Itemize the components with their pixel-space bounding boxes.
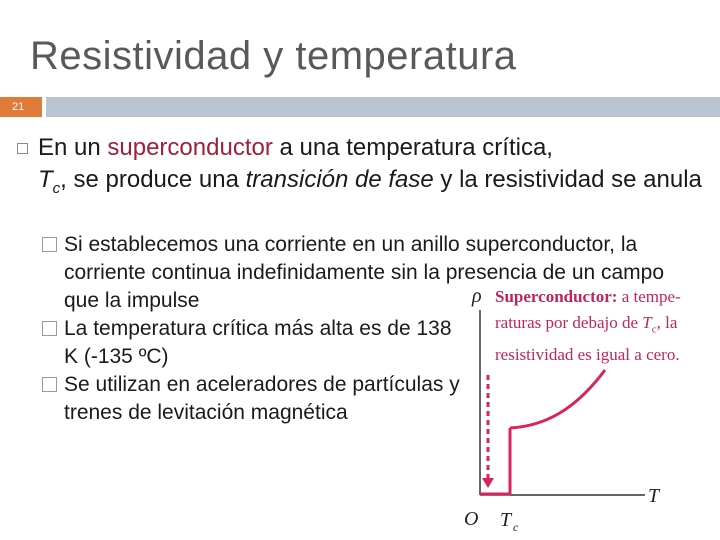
superconductor-figure: O T c T ρ Superconductor: a tempe- ratur… — [450, 280, 720, 540]
sub-bullet-marker-icon — [42, 237, 57, 252]
caption-t: T — [642, 313, 652, 332]
sub-bullet: Si establecemos una corriente en un anil… — [42, 231, 692, 315]
slide-number-bar: 21 — [0, 97, 720, 117]
caption-part1: a tempe- raturas por debajo de — [495, 287, 681, 332]
caption-bold: Superconductor: — [495, 287, 618, 306]
phase-transition-term: transición de fase — [245, 166, 434, 193]
main-text-part2: a una temperatura crítica, — [272, 134, 553, 161]
sub-bullet-marker-icon — [42, 321, 57, 336]
accent-strip — [46, 97, 720, 117]
slide-number: 21 — [0, 97, 42, 117]
sub-bullet: La temperatura crítica más alta es de 13… — [42, 315, 464, 371]
y-axis-label: ρ — [471, 285, 482, 307]
sub-bullet-marker-icon — [42, 377, 57, 392]
caption-sub: c — [651, 323, 657, 336]
main-text-part3: , se produce una — [60, 166, 246, 193]
tc-subscript: c — [52, 179, 61, 197]
tc-symbol: T — [38, 166, 53, 193]
figure-caption: Superconductor: a tempe- raturas por deb… — [495, 284, 720, 368]
main-text-part4: y la resistividad se anula — [433, 166, 702, 193]
superconductor-term: superconductor — [107, 134, 273, 161]
bullet-square-icon — [17, 143, 28, 154]
x-axis-label: T — [648, 485, 661, 507]
main-bullet-text: En un superconductor a una temperatura c… — [38, 132, 708, 205]
tc-axis-subscript: c — [513, 520, 519, 534]
sub-bullet-list: Si establecemos una corriente en un anil… — [42, 231, 692, 427]
sub-bullet-text: Si establecemos una corriente en un anil… — [64, 233, 665, 312]
sub-bullet: Se utilizan en aceleradores de partícula… — [42, 371, 464, 427]
origin-label: O — [464, 508, 478, 530]
arrow-head-icon — [482, 478, 494, 488]
tc-axis-label: T — [500, 509, 513, 531]
resistivity-plot: O T c T ρ — [464, 285, 661, 534]
main-text-part1: En un — [38, 134, 108, 161]
slide-title: Resistividad y temperatura — [30, 34, 517, 78]
sub-bullet-text: Se utilizan en aceleradores de partícula… — [64, 373, 460, 424]
sub-bullet-text: La temperatura crítica más alta es de 13… — [64, 317, 452, 368]
resistivity-curve — [509, 369, 607, 430]
caption-part2: , la resistividad es igual a cero. — [495, 313, 680, 365]
